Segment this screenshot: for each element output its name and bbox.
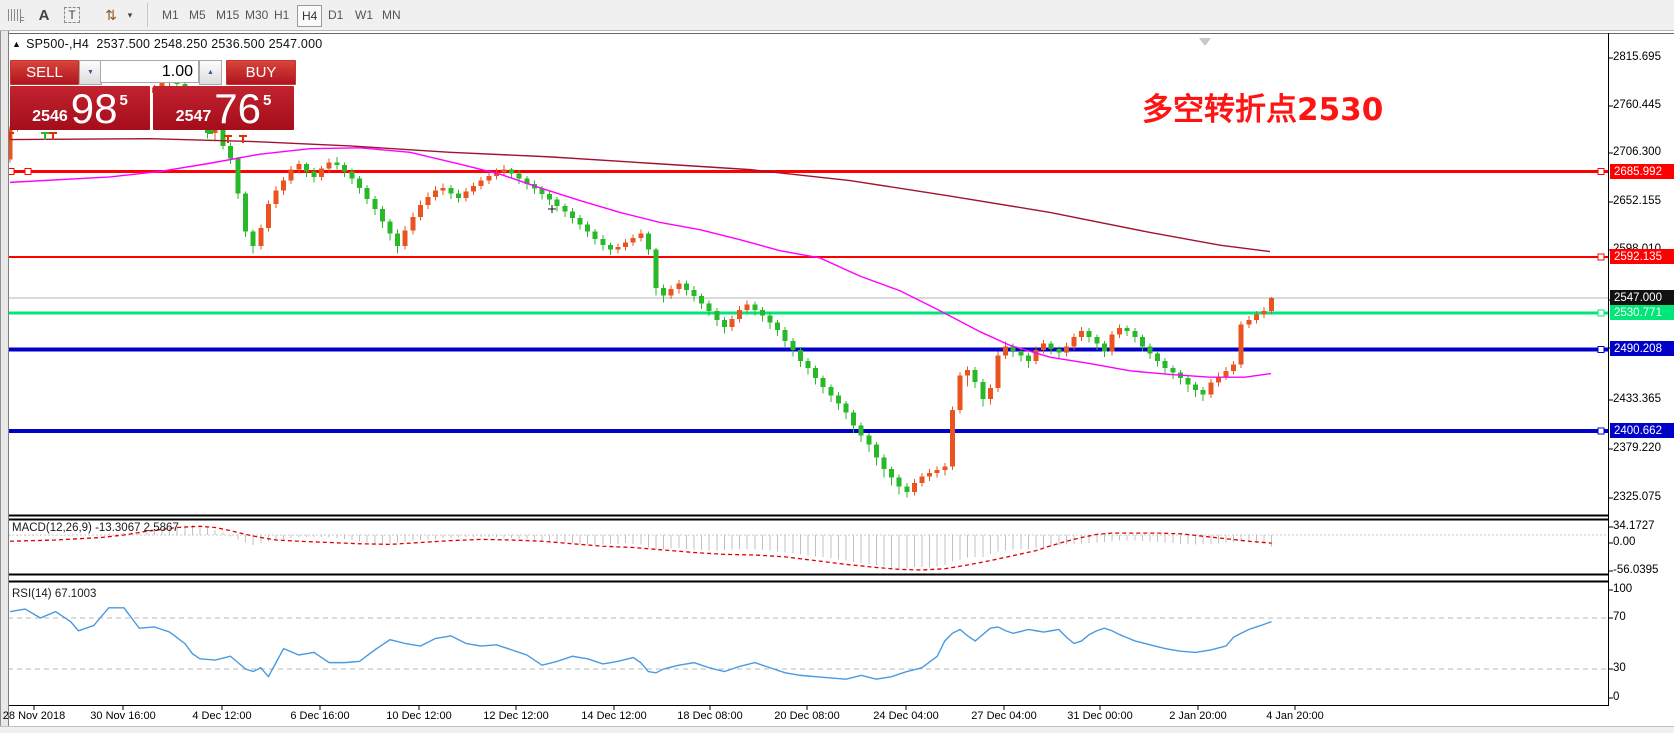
price-badge: 2490.208: [1610, 341, 1674, 356]
objects-arrows-icon[interactable]: ⇅: [105, 6, 117, 23]
timeframe-m30-button[interactable]: M30: [245, 8, 269, 22]
timeframe-mn-button[interactable]: MN: [382, 8, 401, 22]
timeframe-w1-button[interactable]: W1: [355, 8, 373, 22]
time-tick-label: 28 Nov 2018: [2, 710, 66, 722]
rsi-label: RSI(14) 67.1003: [12, 588, 97, 600]
toolbar: F A T ⇅ ▾ M1 M5 M15 M30 H1 H4 D1 W1 MN: [0, 0, 1674, 31]
price-tick-label: 2379.220: [1613, 442, 1661, 454]
sell-price-pip: 5: [119, 92, 128, 109]
bottom-strip: [0, 726, 1674, 733]
timeframe-m15-button[interactable]: M15: [216, 8, 240, 22]
timeframe-m5-button[interactable]: M5: [189, 8, 206, 22]
text-select-icon[interactable]: T: [62, 4, 82, 26]
macd-tick-label: -56.0395: [1613, 564, 1659, 576]
text-label-icon[interactable]: A: [38, 6, 50, 24]
price-tick-label: 2433.365: [1613, 393, 1661, 405]
toolbar-separator: [147, 3, 148, 27]
time-tick-label: 12 Dec 12:00: [483, 710, 549, 722]
timeframe-m1-button[interactable]: M1: [162, 8, 179, 22]
time-tick-label: 20 Dec 08:00: [774, 710, 840, 722]
ohlc-values: 2537.500 2548.250 2536.500 2547.000: [96, 37, 323, 51]
time-tick-label: 31 Dec 00:00: [1067, 710, 1133, 722]
rsi-tick-label: 100: [1613, 583, 1633, 595]
volume-input[interactable]: 1.00: [100, 60, 199, 83]
buy-price-handle: 2547: [175, 108, 212, 125]
price-badge: 2592.135: [1610, 249, 1674, 264]
caret-up-icon: ▲: [207, 69, 214, 76]
price-badge: 2400.662: [1610, 423, 1674, 438]
volume-decrease-button[interactable]: ▼: [79, 60, 102, 85]
chart-annotation: 多空转折点2530: [1142, 92, 1384, 128]
time-tick-label: 6 Dec 16:00: [290, 710, 350, 722]
dropdown-caret-icon[interactable]: ▾: [127, 9, 133, 20]
price-badge: 2547.000: [1610, 290, 1674, 305]
collapse-arrow-icon[interactable]: ▲: [12, 39, 22, 49]
price-tick-label: 2760.445: [1613, 99, 1661, 111]
price-tick-label: 2652.155: [1613, 195, 1661, 207]
sell-price-handle: 2546: [32, 108, 68, 125]
chart-title: ▲ SP500-,H4 2537.500 2548.250 2536.500 25…: [12, 37, 322, 51]
sell-price-big: 98: [70, 85, 118, 132]
indicator-list-icon[interactable]: F: [4, 4, 26, 26]
time-tick-label: 14 Dec 12:00: [581, 710, 647, 722]
price-tick-label: 2706.300: [1613, 146, 1661, 158]
time-tick-label: 18 Dec 08:00: [677, 710, 743, 722]
time-tick-label: 2 Jan 20:00: [1169, 710, 1227, 722]
volume-increase-button[interactable]: ▲: [199, 60, 222, 85]
price-tick-label: 2325.075: [1613, 491, 1661, 503]
timeframe-h4-button[interactable]: H4: [297, 5, 323, 27]
rsi-tick-label: 30: [1613, 662, 1626, 674]
rsi-tick-label: 70: [1613, 611, 1626, 623]
price-tick-label: 2815.695: [1613, 51, 1661, 63]
window-left-border: [0, 31, 9, 726]
macd-tick-label: 34.1727: [1613, 520, 1655, 532]
time-tick-label: 4 Dec 12:00: [192, 710, 252, 722]
buy-price-big: 76: [214, 85, 261, 132]
caret-down-icon: ▼: [87, 69, 94, 76]
symbol-label: SP500-,H4: [26, 37, 90, 51]
sell-button[interactable]: SELL: [10, 60, 79, 85]
time-tick-label: 10 Dec 12:00: [386, 710, 452, 722]
price-badge: 2530.771: [1610, 305, 1674, 320]
macd-tick-label: 0.00: [1613, 536, 1636, 548]
time-tick-label: 24 Dec 04:00: [873, 710, 939, 722]
buy-price-box[interactable]: 2547 76 5: [153, 86, 294, 130]
time-tick-label: 27 Dec 04:00: [971, 710, 1037, 722]
time-tick-label: 4 Jan 20:00: [1266, 710, 1324, 722]
buy-price-pip: 5: [262, 92, 272, 109]
buy-button[interactable]: BUY: [226, 60, 296, 85]
timeframe-h1-button[interactable]: H1: [274, 8, 290, 22]
price-badge: 2685.992: [1610, 164, 1674, 179]
timeframe-d1-button[interactable]: D1: [328, 8, 344, 22]
macd-label: MACD(12,26,9) -13.3067 2.5867: [12, 522, 179, 534]
time-tick-label: 30 Nov 16:00: [90, 710, 156, 722]
rsi-tick-label: 0: [1613, 691, 1620, 703]
sell-price-box[interactable]: 2546 98 5: [10, 86, 150, 130]
